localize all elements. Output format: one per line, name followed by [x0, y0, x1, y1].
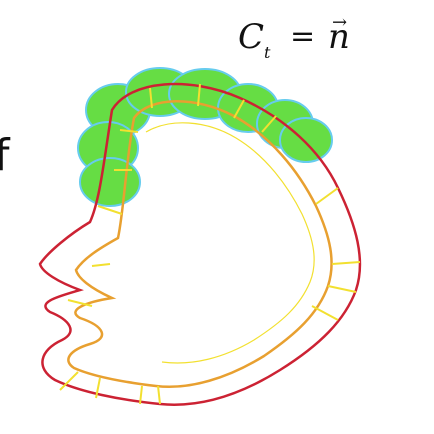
- normal-vector: [315, 187, 339, 205]
- normal-vector: [139, 385, 143, 405]
- normal-vector: [197, 83, 201, 107]
- equation-lhs: C: [238, 17, 264, 57]
- normal-vector: [97, 205, 123, 215]
- blob: [79, 157, 141, 207]
- normal-vector: [261, 115, 277, 133]
- normal-vector: [327, 285, 357, 293]
- side-label: f: [0, 130, 11, 181]
- blob-group: [77, 67, 333, 207]
- equation-operator: =: [290, 19, 315, 54]
- normal-vectors: [59, 83, 361, 405]
- normal-vector: [67, 299, 93, 307]
- normal-vector: [149, 87, 153, 109]
- normal-vector: [331, 261, 361, 265]
- normal-vector: [91, 263, 111, 267]
- innermost-curve: [145, 122, 315, 364]
- normal-vector: [311, 305, 339, 321]
- equation-rhs: n: [328, 17, 350, 57]
- normal-vector: [157, 385, 161, 405]
- normal-vector: [95, 377, 101, 399]
- equation-vector-arrow: →: [332, 12, 347, 33]
- outer-curve: [38, 82, 362, 406]
- normal-vector: [59, 371, 79, 391]
- equation: C t = n →: [238, 12, 350, 62]
- inner-curve: [67, 100, 333, 388]
- normal-vector: [233, 99, 245, 119]
- normal-vector: [119, 129, 139, 133]
- blob: [279, 117, 333, 163]
- equation-subscript: t: [264, 43, 271, 62]
